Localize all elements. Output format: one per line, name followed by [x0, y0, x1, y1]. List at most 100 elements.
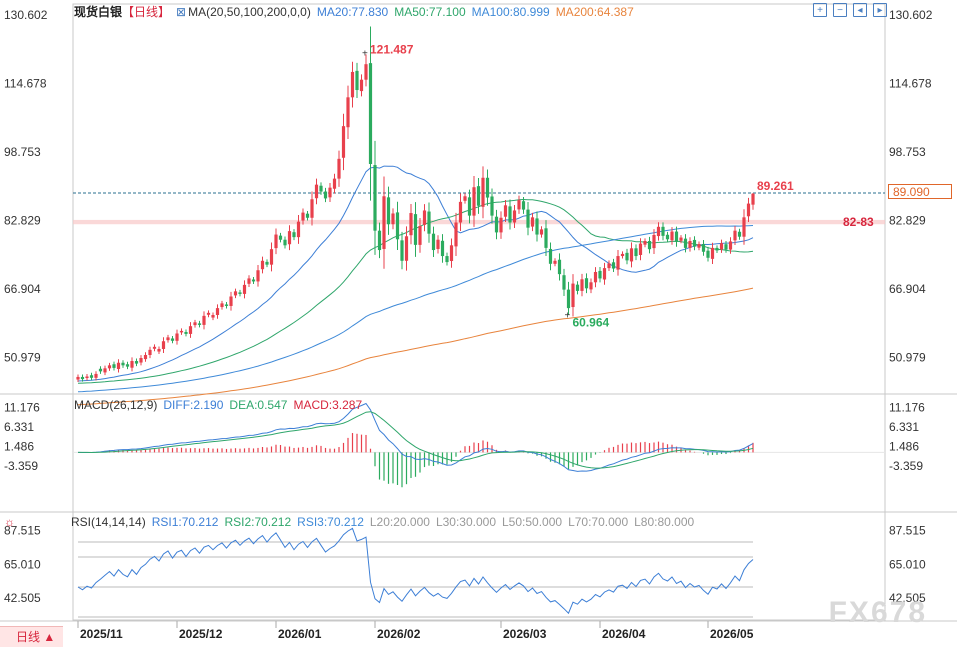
candle-body [346, 97, 350, 128]
candle-body [638, 243, 643, 255]
candle-body [422, 210, 427, 225]
candle-body [170, 338, 175, 341]
zoom-out-icon[interactable]: − [833, 3, 847, 17]
macd-header: MACD(26,12,9) DIFF:2.190 DEA:0.547 MACD:3.2… [0, 397, 368, 413]
rsi-l50: L50:50.000 [502, 515, 563, 529]
x-tick-label: 2025/11 [80, 627, 123, 641]
macd-tick-right: 1.486 [889, 439, 919, 453]
settings-icon[interactable]: ⊠ [176, 5, 187, 19]
candle-body [512, 210, 517, 223]
chart-frame [0, 3, 957, 622]
candle-body [521, 201, 526, 210]
period-selector-button[interactable]: 日线 ▲ [0, 626, 64, 647]
candle-body [269, 249, 274, 265]
candle-body [413, 214, 418, 245]
x-tick-label: 2026/01 [278, 627, 322, 641]
ma100-value: MA100:80.999 [471, 5, 550, 19]
move-left-icon[interactable]: ◂ [853, 3, 867, 17]
rsi-settings-icon[interactable]: ☼ [4, 515, 15, 529]
price-tick-left: 66.904 [4, 282, 41, 296]
candle-body [197, 323, 202, 325]
move-right-icon[interactable]: ▸ [873, 3, 887, 17]
macd-tick-left: 11.176 [4, 400, 40, 414]
zoom-in-icon[interactable]: + [813, 3, 827, 17]
candle-body [404, 236, 409, 261]
candle-body [211, 314, 215, 318]
candle-body [665, 234, 670, 240]
x-tick-label: 2026/05 [710, 627, 754, 641]
low-marker: + [565, 311, 571, 322]
candle-body [580, 279, 584, 291]
candle-body [229, 296, 233, 306]
rsi-header: ☼ RSI(14,14,14) RSI1:70.212 RSI2:70.212 RSI3… [0, 514, 700, 530]
diff-line [77, 402, 754, 472]
candle-body [139, 358, 143, 363]
candle-body [548, 248, 553, 264]
candle-body [643, 241, 647, 245]
candle-body [256, 270, 260, 282]
candle-body [337, 158, 341, 179]
candlesticks [76, 26, 755, 383]
candle-body [373, 165, 377, 231]
candle-body [445, 256, 449, 263]
candle-body [683, 238, 688, 248]
candle-body [80, 376, 85, 380]
candle-body [359, 79, 364, 92]
recent-high-annotation: 89.261 [757, 179, 794, 193]
candle-body [719, 243, 724, 250]
macd-tick-right: 6.331 [889, 420, 919, 434]
price-tick-right: 114.678 [889, 77, 932, 91]
candle-body [494, 216, 499, 233]
high-annotation: 121.487 [370, 42, 414, 56]
rsi-params[interactable]: RSI(14,14,14) [71, 515, 146, 529]
candle-body [661, 226, 665, 236]
price-tick-left: 98.753 [4, 145, 41, 159]
candle-body [463, 196, 467, 201]
rsi-tick-right: 87.515 [889, 524, 926, 538]
rsi-line [77, 527, 754, 615]
macd-tick-right: -3.359 [889, 459, 923, 473]
candle-body [503, 205, 508, 217]
candle-body [724, 244, 728, 250]
candle-body [310, 199, 314, 218]
candle-body [557, 259, 562, 275]
candle-body [418, 225, 422, 245]
candle-body [332, 178, 337, 189]
ma-params[interactable]: MA(20,50,100,200,0,0) [188, 5, 311, 19]
period-label[interactable]: 【日线】 [122, 5, 171, 19]
candle-body [706, 250, 710, 258]
candle-body [265, 261, 269, 265]
candle-body [166, 337, 170, 341]
candle-body [121, 362, 125, 366]
low-annotation: 60.964 [573, 316, 610, 330]
candle-body [193, 322, 197, 326]
macd-macd-value: MACD:3.287 [293, 398, 363, 412]
candle-body [535, 218, 539, 235]
candle-body [553, 260, 557, 264]
dea-line [78, 411, 754, 469]
macd-panel [73, 402, 885, 488]
rsi-panel [77, 527, 754, 618]
candle-body [206, 312, 211, 315]
ma100-line [77, 225, 754, 393]
candle-body [566, 289, 571, 309]
macd-tick-left: 1.486 [4, 439, 34, 453]
candle-body [728, 241, 733, 250]
candle-body [220, 303, 224, 308]
candle-body [148, 349, 152, 356]
candle-body [562, 275, 566, 290]
candle-body [89, 375, 94, 378]
candle-body [188, 326, 193, 334]
candle-body [301, 212, 305, 221]
candle-body [179, 330, 184, 333]
rsi-tick-left: 65.010 [4, 557, 41, 571]
candle-body [350, 71, 355, 98]
x-tick-label: 2025/12 [179, 627, 223, 641]
candle-body [634, 248, 638, 257]
candle-body [499, 217, 503, 233]
ma200-value: MA200:64.387 [555, 5, 634, 19]
candle-body [202, 315, 206, 325]
ma50-value: MA50:77.100 [394, 5, 466, 19]
candle-body [314, 184, 319, 199]
macd-params[interactable]: MACD(26,12,9) [74, 398, 158, 412]
